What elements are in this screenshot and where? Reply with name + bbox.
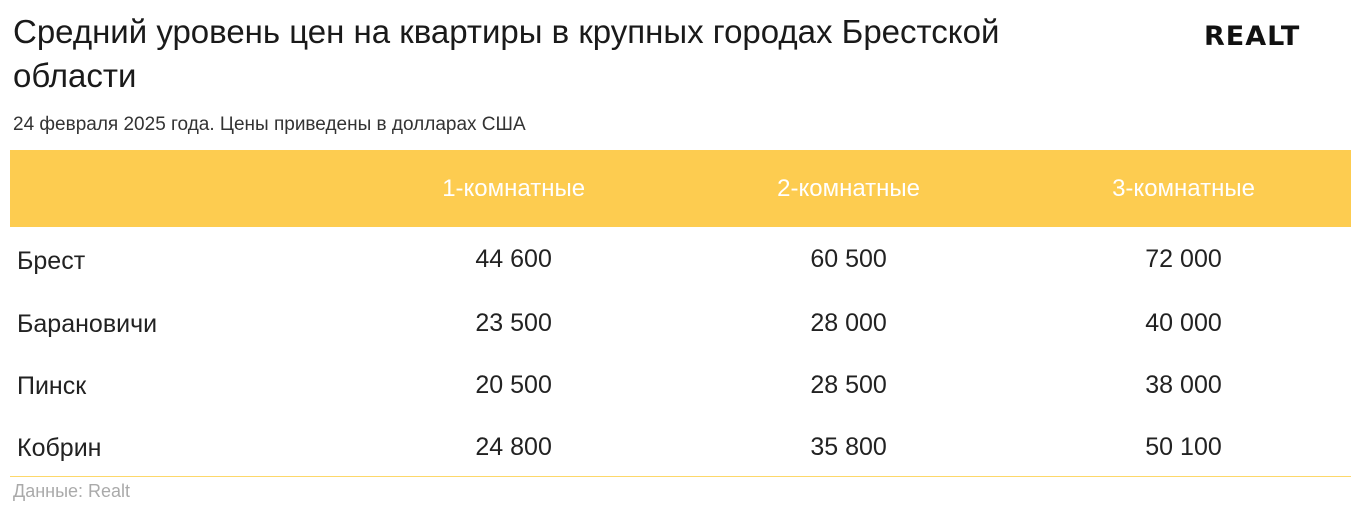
column-header: 1-комнатные: [442, 174, 586, 202]
price-cell: 28 500: [810, 370, 887, 399]
table-header-row: 1-комнатные 2-комнатные 3-комнатные: [10, 150, 1351, 227]
column-header: 2-комнатные: [777, 174, 920, 202]
realt-logo: REALT: [1204, 21, 1300, 52]
city-cell: Барановичи: [17, 310, 158, 338]
price-cell: 60 500: [810, 245, 887, 273]
footer-divider: [10, 476, 1351, 477]
table-row: Кобрин 24 800 35 800 50 100: [10, 416, 1351, 478]
city-cell: Кобрин: [17, 434, 102, 462]
price-cell: 23 500: [475, 308, 552, 337]
price-cell: 72 000: [1145, 245, 1222, 273]
price-cell: 35 800: [810, 432, 887, 461]
table-row: Барановичи 23 500 28 000 40 000: [10, 292, 1351, 354]
table-row: Брест 44 600 60 500 72 000: [10, 227, 1351, 292]
city-cell: Пинск: [17, 372, 87, 400]
chart-subtitle: 24 февраля 2025 года. Цены приведены в д…: [13, 114, 526, 135]
source-note: Данные: Realt: [13, 481, 131, 501]
svg-text:REALT: REALT: [1204, 21, 1300, 52]
price-cell: 40 000: [1145, 308, 1222, 337]
price-cell: 44 600: [475, 245, 552, 273]
price-table: 1-комнатные 2-комнатные 3-комнатные Брес…: [10, 150, 1351, 478]
column-header-city: [10, 150, 346, 227]
price-cell: 24 800: [475, 432, 552, 461]
chart-title: Средний уровень цен на квартиры в крупны…: [13, 13, 1000, 94]
price-cell: 28 000: [810, 308, 887, 337]
table-row: Пинск 20 500 28 500 38 000: [10, 354, 1351, 416]
price-cell: 38 000: [1145, 370, 1222, 399]
price-cell: 50 100: [1145, 432, 1222, 461]
price-cell: 20 500: [475, 370, 552, 399]
city-cell: Брест: [17, 246, 86, 275]
column-header: 3-комнатные: [1112, 174, 1255, 202]
